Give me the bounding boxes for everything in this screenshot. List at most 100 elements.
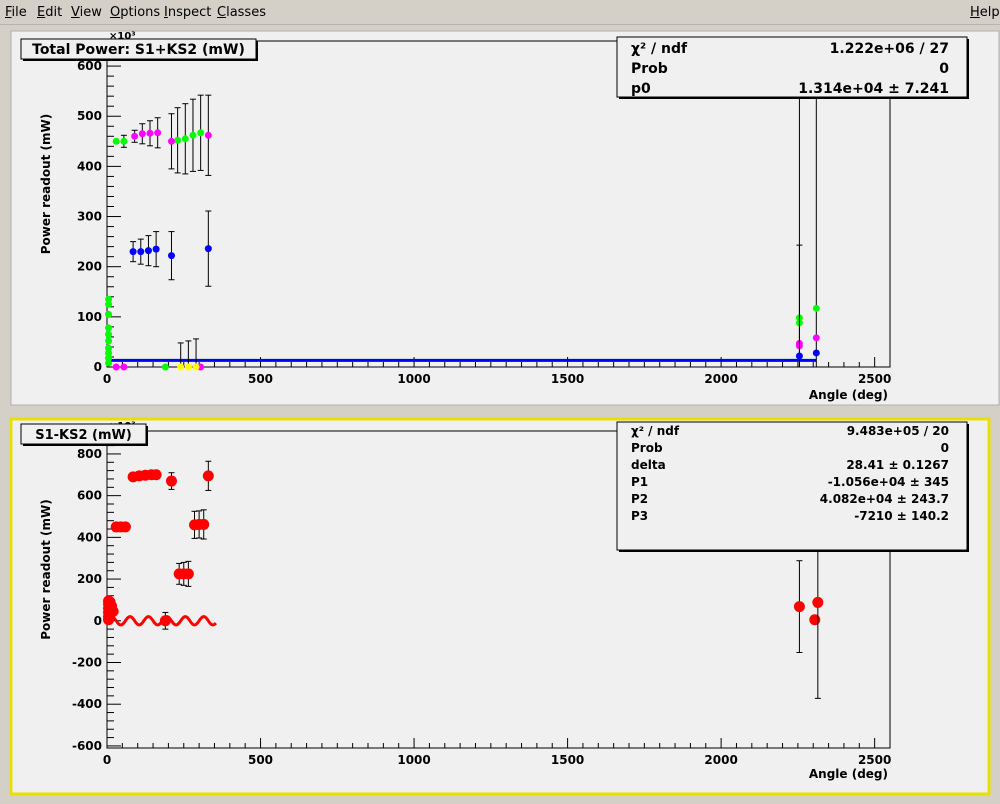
stats-value: 1.222e+06 / 27 <box>830 41 949 57</box>
menu-options[interactable]: Options <box>110 5 161 20</box>
x-tick-label: 2000 <box>704 753 737 767</box>
title-box <box>20 423 147 445</box>
stats-label: delta <box>631 458 666 472</box>
stats-label: P2 <box>631 492 648 506</box>
menu-inspect[interactable]: Inspect <box>164 5 212 20</box>
x-tick-label: 1500 <box>551 753 584 767</box>
data-point-blue <box>204 245 212 253</box>
x-tick-label: 2000 <box>704 372 737 386</box>
data-point-green <box>105 310 113 318</box>
data-point-green <box>105 344 113 352</box>
data-point-red <box>159 615 171 627</box>
menu-view[interactable]: View <box>71 5 102 20</box>
data-point-blue <box>812 349 820 357</box>
stats-box <box>616 421 968 551</box>
stats-value: 4.082e+04 ± 243.7 <box>820 492 949 506</box>
data-point-green <box>105 337 113 345</box>
data-point-red <box>182 568 194 580</box>
data-point-red <box>165 475 177 487</box>
data-point-yellow <box>192 363 200 371</box>
menu-classes[interactable]: Classes <box>217 5 266 20</box>
data-point-blue <box>795 352 803 360</box>
x-tick-label: 2500 <box>858 753 891 767</box>
y-tick-label: 300 <box>77 210 102 224</box>
y-tick-label: 400 <box>77 159 102 173</box>
data-point-red <box>107 605 119 617</box>
data-point-red <box>793 601 805 613</box>
title-box <box>20 38 257 60</box>
plot-frame <box>106 430 891 749</box>
x-axis-label: Angle (deg) <box>809 767 888 781</box>
menu-file[interactable]: File <box>5 5 27 20</box>
y-tick-label: 800 <box>77 447 102 461</box>
stats-value: 0 <box>939 61 949 77</box>
data-point-blue <box>167 252 175 260</box>
stats-label: P3 <box>631 509 648 523</box>
data-point-magenta <box>120 363 128 371</box>
y-tick-label: 200 <box>77 260 102 274</box>
plot-frame <box>106 40 891 368</box>
stats-label: χ² / ndf <box>631 424 680 438</box>
data-point-green <box>105 349 113 357</box>
x-tick-label: 0 <box>103 753 111 767</box>
data-point-blue <box>144 247 152 255</box>
stats-value: 0 <box>941 441 949 455</box>
stats-value: 28.41 ± 0.1267 <box>846 458 949 472</box>
data-point-red <box>809 614 821 626</box>
y-axis-label: Power readout (mW) <box>39 114 53 255</box>
stats-label: P1 <box>631 475 648 489</box>
data-point-green <box>105 359 113 367</box>
root-canvas[interactable]: 0 500 1000 1500 2000 2500 Angle (deg) 0 100 200 30… <box>0 26 1000 800</box>
x-tick-label: 0 <box>103 372 111 386</box>
data-point-green <box>120 137 128 145</box>
data-point-green <box>174 136 182 144</box>
data-point-green <box>197 129 205 137</box>
data-point-magenta <box>131 132 139 140</box>
data-point-red <box>202 470 214 482</box>
y-tick-label: 400 <box>77 530 102 544</box>
data-point-magenta <box>138 130 146 138</box>
data-point-green <box>105 330 113 338</box>
menu-help[interactable]: Help <box>970 5 1000 20</box>
x-tick-label: 1000 <box>397 372 430 386</box>
y-tick-label: 100 <box>77 310 102 324</box>
x-tick-label: 1500 <box>551 372 584 386</box>
data-point-red <box>812 596 824 608</box>
data-point-blue <box>152 245 160 253</box>
y-axis-label: Power readout (mW) <box>39 499 53 640</box>
y-tick-label: 600 <box>77 59 102 73</box>
y-tick-label: -600 <box>72 739 102 753</box>
x-axis-label: Angle (deg) <box>809 388 888 402</box>
stats-value: 1.314e+04 ± 7.241 <box>798 81 949 97</box>
data-point-blue <box>129 248 137 256</box>
pad-1[interactable]: 0 500 1000 1500 2000 2500 Angle (deg) 0 100 200 30… <box>10 30 1000 406</box>
data-point-red <box>150 469 162 481</box>
data-point-yellow <box>184 363 192 371</box>
stats-label: Prob <box>631 61 668 77</box>
x-tick-label: 500 <box>248 372 273 386</box>
stats-value: -1.056e+04 ± 345 <box>828 475 949 489</box>
data-point-magenta <box>154 129 162 137</box>
data-point-green <box>812 304 820 312</box>
menu-edit[interactable]: Edit <box>37 5 63 20</box>
data-point-green <box>112 137 120 145</box>
data-point-red <box>119 521 131 533</box>
stats-value: -7210 ± 140.2 <box>854 509 949 523</box>
stats-label: Prob <box>631 441 663 455</box>
data-point-green <box>105 324 113 332</box>
data-point-green <box>105 300 113 308</box>
data-point-magenta <box>812 334 820 342</box>
y-exponent-label: ×10³ <box>109 31 136 42</box>
x-tick-label: 500 <box>248 753 273 767</box>
stats-box <box>616 36 968 98</box>
chart-title: S1-KS2 (mW) <box>35 428 132 443</box>
data-point-magenta <box>167 137 175 145</box>
y-tick-label: 500 <box>77 109 102 123</box>
data-point-blue <box>137 248 145 256</box>
data-point-magenta <box>204 131 212 139</box>
chart-title: Total Power: S1+KS2 (mW) <box>32 42 245 58</box>
stats-value: 9.483e+05 / 20 <box>847 424 949 438</box>
stats-label: p0 <box>631 81 651 97</box>
